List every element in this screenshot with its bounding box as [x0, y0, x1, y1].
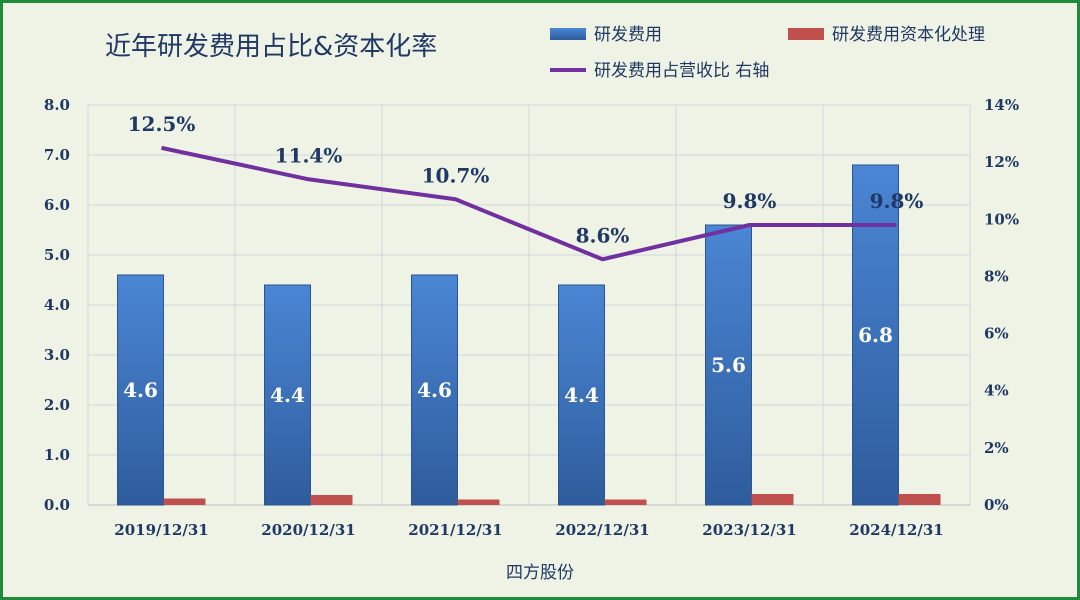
x-tick-label: 2024/12/31 [849, 521, 943, 539]
bar-rd-expense [117, 274, 164, 506]
bar-value-label: 5.6 [711, 353, 746, 377]
right-tick-label: 8% [984, 267, 1009, 285]
line-ratio-series [161, 145, 897, 262]
bar-value-label: 6.8 [858, 323, 893, 347]
x-tick-label: 2019/12/31 [114, 521, 208, 539]
bar-rd-capitalized [457, 499, 500, 505]
x-tick-label: 2020/12/31 [261, 521, 355, 539]
x-tick-label: 2022/12/31 [555, 521, 649, 539]
bar-rd-capitalized [604, 499, 647, 505]
bar-rd-expense [264, 284, 311, 506]
left-tick-label: 7.0 [44, 146, 70, 164]
left-tick-label: 6.0 [44, 196, 70, 214]
left-tick-label: 2.0 [44, 396, 70, 414]
right-tick-label: 4% [984, 382, 1009, 400]
x-axis: 2019/12/31 2020/12/31 2021/12/31 2022/12/31… [114, 521, 943, 539]
bar-value-label: 4.4 [564, 383, 599, 407]
bars: 4.6 4.4 4.6 4.4 5.6 6.8 [117, 164, 941, 506]
right-tick-label: 2% [984, 439, 1009, 457]
left-tick-label: 4.0 [44, 296, 70, 314]
left-tick-label: 8.0 [44, 96, 70, 114]
bar-value-label: 4.6 [123, 378, 158, 402]
bar-rd-expense [705, 224, 752, 506]
bar-rd-expense [558, 284, 605, 506]
bar-rd-expense [852, 164, 899, 506]
x-tick-label: 2023/12/31 [702, 521, 796, 539]
bar-rd-expense [411, 274, 458, 506]
legend-label-rd-expense: 研发费用 [594, 25, 662, 45]
left-tick-label: 0.0 [44, 496, 70, 514]
legend-label-ratio: 研发费用占营收比 右轴 [594, 61, 769, 81]
left-axis: 0.0 1.0 2.0 3.0 4.0 5.0 6.0 7.0 8.0 [44, 96, 70, 514]
right-tick-label: 14% [984, 96, 1019, 114]
line-value-label: 10.7% [422, 163, 490, 187]
line-value-label: 12.5% [128, 112, 196, 136]
ratio-line: 12.5% 11.4% 10.7% 8.6% 9.8% 9.8% [128, 112, 924, 262]
chart-title: 近年研发费用占比&资本化率 [105, 32, 437, 62]
legend-label-rd-capitalized: 研发费用资本化处理 [832, 25, 985, 45]
legend-swatch-rd-capitalized [788, 28, 824, 40]
bar-value-label: 4.6 [417, 378, 452, 402]
bar-value-label: 4.4 [270, 383, 305, 407]
x-tick-label: 2021/12/31 [408, 521, 502, 539]
x-axis-label: 四方股份 [506, 563, 574, 583]
gridlines [87, 104, 971, 506]
right-tick-label: 12% [984, 153, 1019, 171]
legend-swatch-rd-expense [550, 28, 586, 40]
bar-rd-capitalized [310, 495, 353, 505]
right-axis: 0% 2% 4% 6% 8% 10% 12% 14% [984, 96, 1019, 514]
bar-rd-capitalized [751, 494, 794, 505]
right-tick-label: 10% [984, 210, 1019, 228]
line-value-label: 9.8% [723, 189, 777, 213]
bar-rd-capitalized [898, 494, 941, 505]
line-value-label: 11.4% [275, 143, 343, 167]
left-tick-label: 1.0 [44, 446, 70, 464]
right-tick-label: 0% [984, 496, 1009, 514]
bar-rd-capitalized [163, 498, 206, 505]
left-tick-label: 5.0 [44, 246, 70, 264]
line-value-label: 9.8% [870, 189, 924, 213]
left-tick-label: 3.0 [44, 346, 70, 364]
line-value-label: 8.6% [576, 223, 630, 247]
right-tick-label: 6% [984, 325, 1009, 343]
